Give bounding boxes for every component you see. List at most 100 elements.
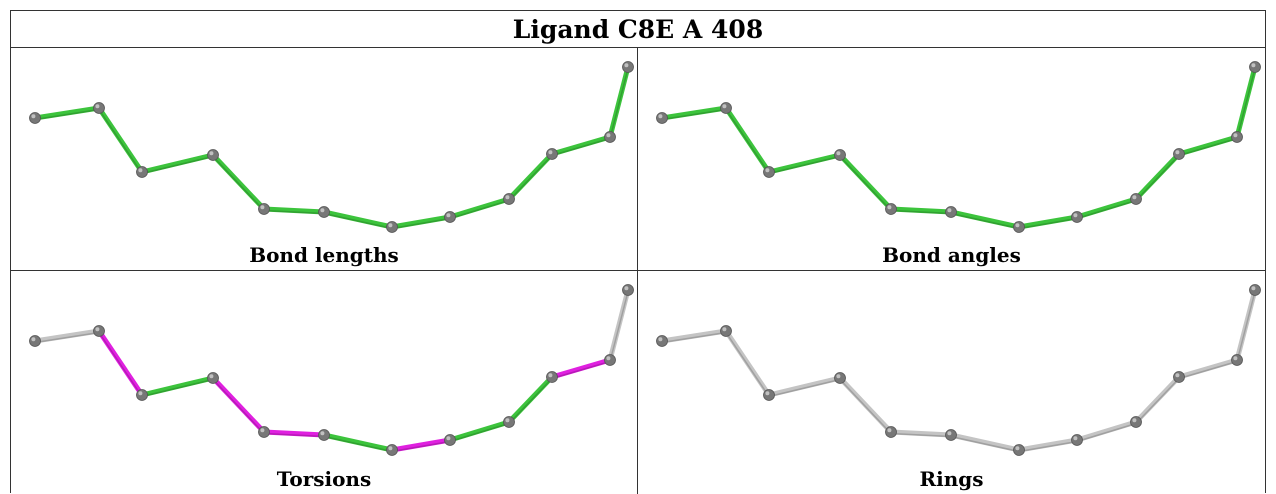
bond-shade-1: [34, 108, 100, 121]
bond-shade-11: [609, 68, 629, 139]
atom-highlight-9: [505, 418, 510, 423]
atom-highlight-6: [320, 208, 325, 213]
atom-10: [546, 371, 558, 383]
atom-highlight-2: [722, 104, 727, 109]
panel-bond-angles: Bond angles: [638, 48, 1265, 271]
atom-10: [1173, 148, 1185, 160]
atom-11: [1231, 131, 1243, 143]
bond-7: [1016, 214, 1080, 230]
bond-2: [96, 328, 145, 398]
atom-highlight-8: [1073, 436, 1078, 441]
atom-highlight-7: [1015, 446, 1020, 451]
panel-torsions: Torsions: [11, 271, 638, 494]
bond-8: [447, 196, 512, 220]
bond-11: [607, 64, 631, 140]
bond-shade-4: [212, 378, 265, 435]
bond-shade-2: [98, 332, 143, 397]
atom-8: [444, 211, 456, 223]
atom-highlight-1: [31, 337, 36, 342]
bond-shade-10: [1178, 360, 1238, 380]
bond-shade-9: [1135, 154, 1180, 202]
atom-2: [93, 102, 105, 114]
bond-shade-7: [1018, 217, 1078, 230]
bond-5: [261, 206, 327, 215]
atom-10: [1173, 371, 1185, 383]
atom-highlight-2: [95, 327, 100, 332]
bond-2: [723, 105, 772, 175]
atom-10: [546, 148, 558, 160]
bond-shade-11: [1236, 68, 1256, 139]
atom-highlight-6: [947, 208, 952, 213]
bond-9: [1133, 151, 1182, 202]
atom-6: [318, 206, 330, 218]
caption-bond-lengths: Bond lengths: [249, 243, 399, 267]
atom-2: [93, 325, 105, 337]
bond-3: [139, 375, 216, 398]
atom-highlight-5: [887, 428, 892, 433]
bond-10: [1176, 134, 1240, 157]
atom-12: [1249, 284, 1261, 296]
atom-highlight-11: [1233, 356, 1238, 361]
bond-6: [948, 432, 1022, 453]
atom-1: [656, 112, 668, 124]
atom-8: [1071, 434, 1083, 446]
bond-shade-10: [1178, 137, 1238, 157]
atom-7: [386, 221, 398, 233]
atom-highlight-11: [606, 356, 611, 361]
molecule-diagram-bond-angles: [656, 61, 1261, 233]
molecule-diagram-rings: [656, 284, 1261, 456]
bond-2: [723, 328, 772, 398]
atom-highlight-3: [765, 168, 770, 173]
atom-highlight-4: [836, 374, 841, 379]
molecule-diagram-bond-lengths: [29, 61, 634, 233]
atom-highlight-8: [446, 213, 451, 218]
atom-highlight-2: [722, 327, 727, 332]
atom-highlight-9: [1132, 195, 1137, 200]
atom-8: [1071, 211, 1083, 223]
atom-highlight-10: [1175, 150, 1180, 155]
bond-shade-6: [950, 212, 1020, 230]
atom-highlight-5: [260, 205, 265, 210]
bond-shade-8: [1076, 422, 1137, 443]
atom-highlight-3: [138, 168, 143, 173]
atom-5: [258, 203, 270, 215]
atom-9: [503, 416, 515, 428]
bond-8: [1074, 419, 1139, 443]
ligand-figure: Ligand C8E A 408 Bond lengths Bond angle…: [10, 10, 1266, 494]
atom-highlight-12: [624, 286, 629, 291]
atom-11: [604, 354, 616, 366]
atom-2: [720, 325, 732, 337]
bond-9: [506, 374, 555, 425]
atom-7: [1013, 221, 1025, 233]
bond-shade-2: [725, 109, 770, 174]
atom-highlight-6: [320, 431, 325, 436]
atom-7: [1013, 444, 1025, 456]
atom-highlight-5: [260, 428, 265, 433]
atom-12: [622, 61, 634, 73]
bond-shade-3: [141, 155, 214, 175]
atom-highlight-6: [947, 431, 952, 436]
atom-2: [720, 102, 732, 114]
caption-bond-angles: Bond angles: [882, 243, 1021, 267]
atom-5: [885, 426, 897, 438]
bond-4: [210, 152, 267, 212]
bond-shade-2: [725, 332, 770, 397]
bond-shade-4: [212, 155, 265, 212]
bond-shade-4: [839, 378, 892, 435]
atom-9: [1130, 416, 1142, 428]
atom-3: [763, 389, 775, 401]
bond-8: [447, 419, 512, 443]
bond-shade-9: [508, 154, 553, 202]
panel-rings: Rings: [638, 271, 1265, 494]
atom-highlight-8: [1073, 213, 1078, 218]
atom-highlight-9: [505, 195, 510, 200]
bond-4: [837, 375, 894, 435]
atom-3: [136, 166, 148, 178]
bond-6: [948, 209, 1022, 230]
atom-highlight-7: [1015, 223, 1020, 228]
bond-11: [1234, 287, 1258, 363]
bond-shade-10: [551, 360, 611, 380]
bond-3: [766, 375, 843, 398]
atom-11: [1231, 354, 1243, 366]
bond-shade-7: [1018, 440, 1078, 453]
